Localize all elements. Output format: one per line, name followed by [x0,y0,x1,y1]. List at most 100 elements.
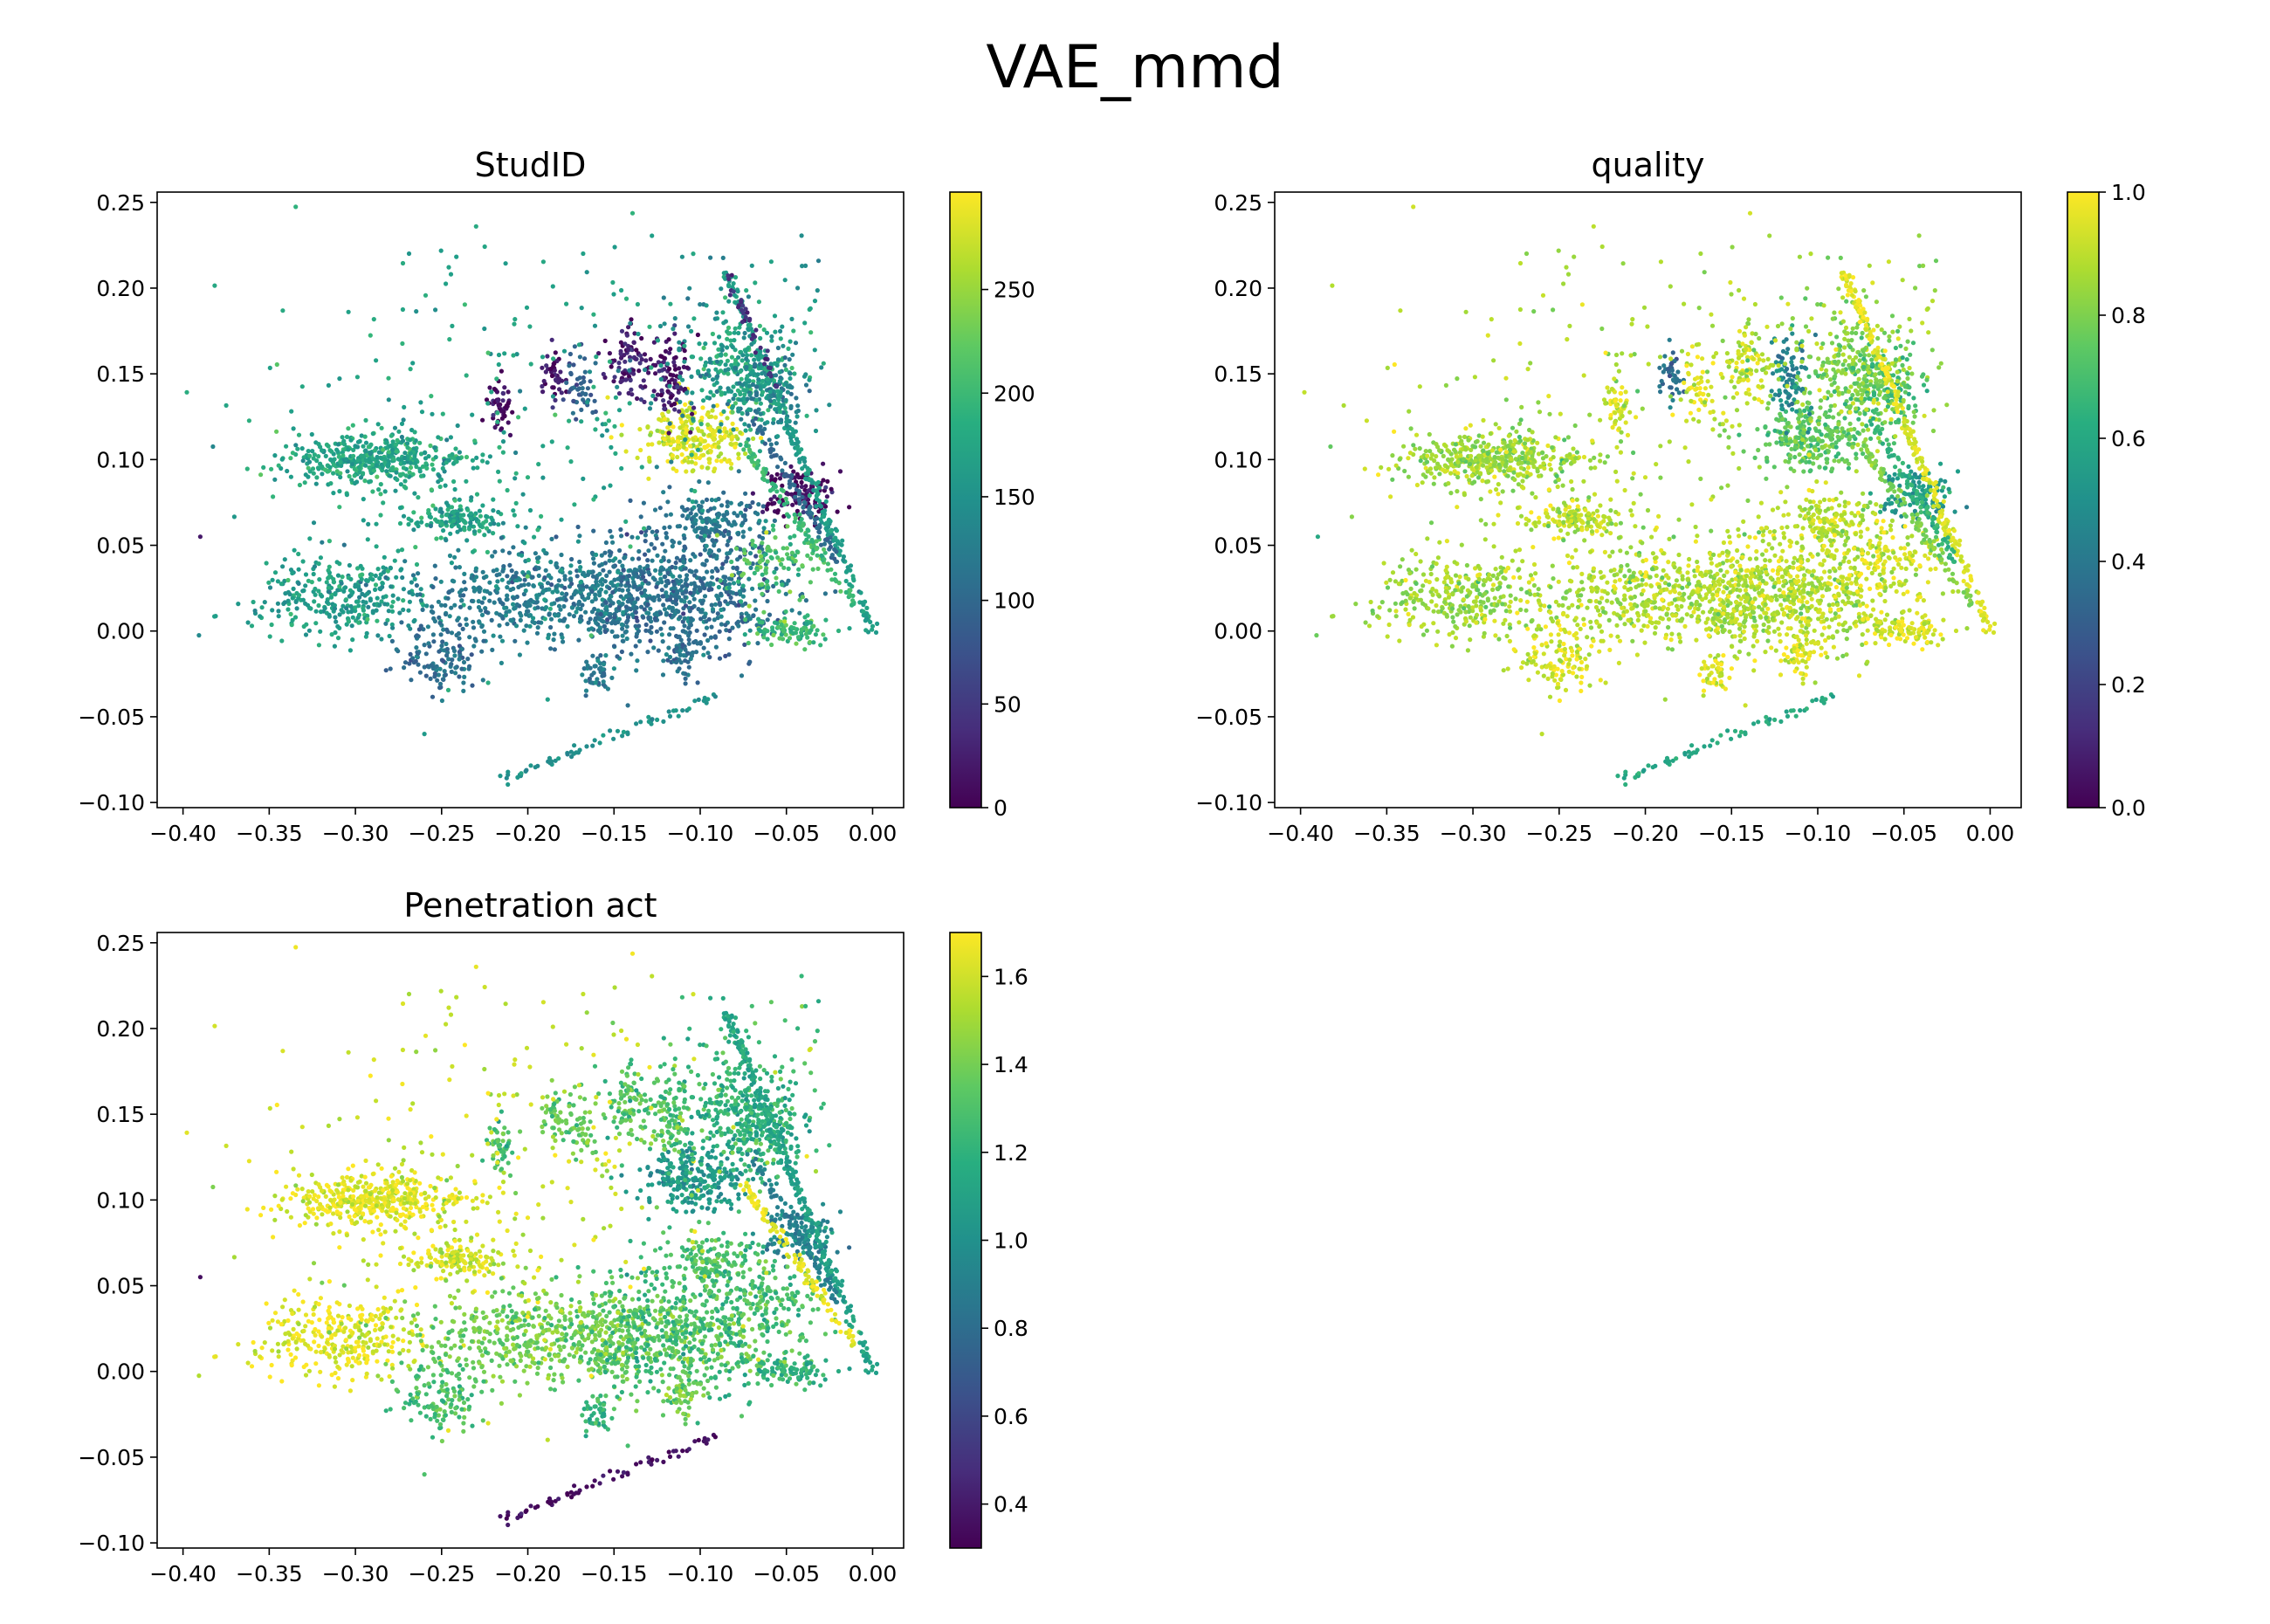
scatter-point [716,584,722,590]
scatter-point [738,442,743,447]
scatter-point [370,577,375,582]
scatter-point [731,289,736,294]
scatter-point [350,615,355,620]
scatter-point [386,375,391,381]
scatter-point [727,331,733,336]
scatter-point [768,497,774,502]
scatter-point [526,557,532,563]
scatter-point [718,434,723,439]
scatter-point [365,578,370,584]
scatter-point [1535,440,1540,445]
scatter-point [378,572,383,577]
scatter-point [459,588,464,593]
scatter-point [722,433,728,438]
x-tick-label: −0.30 [322,821,389,846]
scatter-point [777,369,782,375]
scatter-point [339,608,344,613]
scatter-point [665,499,671,505]
scatter-point [512,574,519,579]
scatter-point [750,538,755,544]
scatter-point [472,438,478,444]
scatter-point [863,628,869,633]
scatter-point [613,588,619,593]
scatter-point [705,528,710,533]
scatter-point [1434,454,1439,459]
scatter-point [432,671,437,677]
scatter-point [293,204,299,210]
scatter-point [584,584,589,589]
scatter-point [746,407,752,412]
scatter-point [389,622,395,628]
scatter-point [430,694,436,699]
scatter-point [423,651,429,657]
scatter-point [450,657,455,663]
scatter-point [579,306,584,311]
scatter-point [318,555,323,561]
scatter-point [436,435,441,440]
scatter-point [505,585,510,590]
scatter-point [496,403,501,408]
scatter-point [354,375,360,380]
scatter-point [712,466,718,471]
scatter-point [433,506,438,512]
scatter-point [419,520,424,525]
scatter-point [346,426,351,431]
scatter-point [375,618,380,623]
scatter-point [675,579,681,584]
scatter-point [628,377,633,383]
scatter-point [748,427,753,432]
scatter-point [267,585,273,590]
scatter-point [674,468,679,474]
scatter-point [772,500,777,506]
scatter-point [746,640,751,646]
scatter-point [437,620,443,626]
scatter-point [522,540,527,546]
scatter-point [457,623,463,628]
scatter-point [303,601,308,606]
scatter-point [1520,478,1525,484]
scatter-point [785,552,790,557]
scatter-point [672,331,678,336]
scatter-point [648,606,653,611]
scatter-point [683,676,688,681]
scatter-point [497,478,502,484]
scatter-point [496,361,501,368]
scatter-point [774,471,780,477]
scatter-point [628,498,633,504]
scatter-point [621,568,626,573]
scatter-point [795,635,801,640]
scatter-point [571,398,576,403]
scatter-point [753,280,758,286]
scatter-point [369,572,375,577]
scatter-point [607,558,612,563]
scatter-point [691,251,696,257]
scatter-point [500,450,506,455]
scatter-point [593,361,598,366]
scatter-point [657,597,662,602]
scatter-point [625,581,630,586]
scatter-point [762,441,768,446]
scatter-point [757,549,762,554]
scatter-point [1406,474,1411,479]
scatter-point [540,383,545,389]
scatter-point [244,466,250,471]
scatter-point [616,569,621,575]
scatter-point [753,327,759,333]
scatter-point [654,584,659,589]
scatter-point [649,541,654,547]
scatter-point [386,397,391,403]
scatter-point [284,444,289,449]
scatter-point [438,632,444,637]
scatter-point [680,708,685,713]
scatter-point [311,571,316,577]
scatter-point [403,473,409,478]
scatter-point [428,523,433,529]
scatter-point [439,522,444,527]
scatter-point [815,553,820,558]
scatter-point [742,330,747,336]
scatter-point [576,602,581,607]
scatter-point [480,678,485,683]
scatter-point [668,372,673,377]
scatter-point [624,636,629,642]
scatter-point [1390,477,1395,482]
